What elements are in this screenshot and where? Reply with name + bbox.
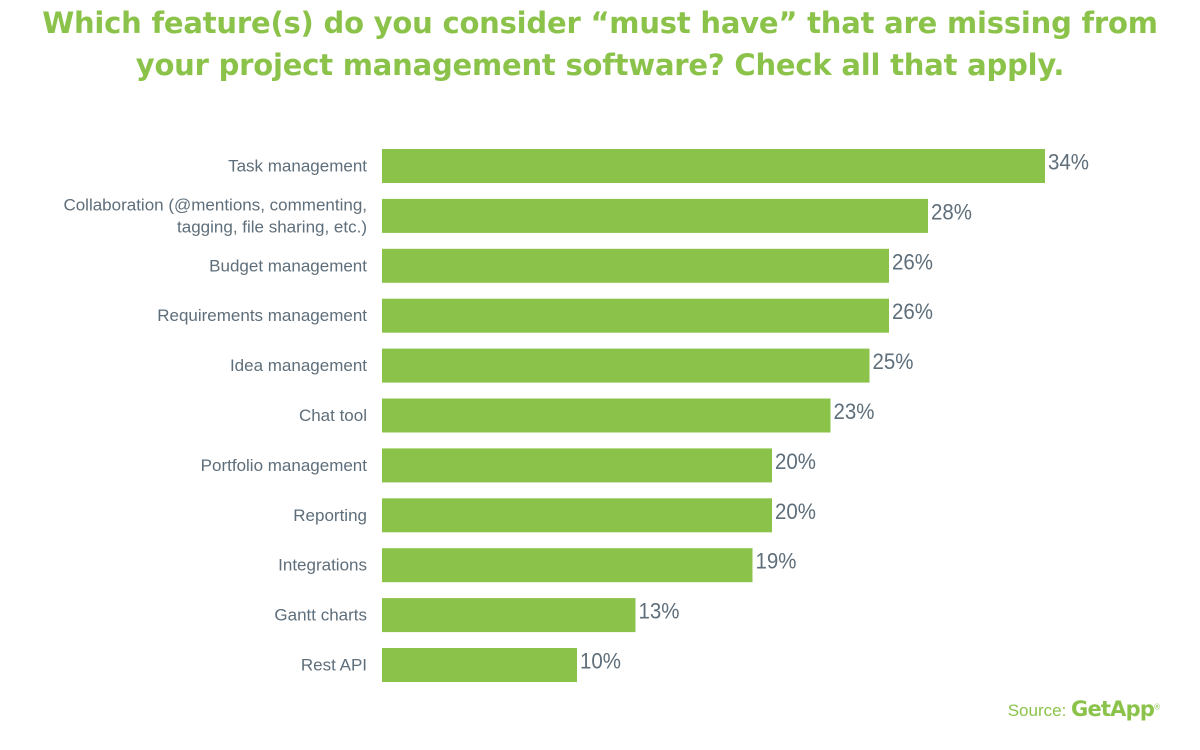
chart-title-line-2: your project management software? Check … bbox=[135, 48, 1065, 82]
category-label-8: Integrations bbox=[278, 556, 367, 575]
bar-6 bbox=[382, 448, 772, 483]
chart-title-line-1: Which feature(s) do you consider “must h… bbox=[42, 6, 1158, 40]
bar-8 bbox=[382, 548, 753, 583]
category-labels-group: Task management Collaboration (@mentions,… bbox=[63, 157, 367, 675]
bar-5 bbox=[382, 398, 831, 433]
bar-0 bbox=[382, 149, 1045, 183]
category-label-0: Task management bbox=[228, 157, 367, 176]
category-label-7: Reporting bbox=[293, 506, 367, 525]
source-prefix: Source: bbox=[1007, 701, 1067, 720]
chart-title: Which feature(s) do you consider “must h… bbox=[0, 2, 1200, 86]
category-label-4: Idea management bbox=[230, 356, 367, 375]
bar-1 bbox=[382, 198, 928, 233]
value-label-9: 13% bbox=[639, 599, 680, 624]
value-label-3: 26% bbox=[892, 299, 933, 324]
value-label-5: 23% bbox=[834, 399, 875, 424]
value-label-2: 26% bbox=[892, 249, 933, 274]
value-label-10: 10% bbox=[580, 649, 621, 674]
category-label-5: Chat tool bbox=[299, 406, 367, 425]
category-label-10: Rest API bbox=[301, 656, 367, 675]
value-label-0: 34% bbox=[1048, 150, 1089, 175]
category-label-9: Gantt charts bbox=[274, 606, 367, 625]
category-label-3: Requirements management bbox=[157, 306, 367, 325]
source-credit: Source: GetApp® bbox=[1008, 697, 1160, 721]
bar-7 bbox=[382, 498, 772, 533]
getapp-logo: GetApp bbox=[1071, 697, 1155, 721]
value-label-6: 20% bbox=[775, 449, 816, 474]
category-label-1-line-1: tagging, file sharing, etc.) bbox=[177, 217, 367, 236]
value-label-1: 28% bbox=[931, 199, 972, 224]
category-label-6: Portfolio management bbox=[201, 456, 368, 475]
bar-9 bbox=[382, 598, 636, 633]
value-label-4: 25% bbox=[873, 349, 914, 374]
value-label-7: 20% bbox=[775, 499, 816, 524]
bar-4 bbox=[382, 348, 870, 383]
value-label-8: 19% bbox=[756, 549, 797, 574]
bar-10 bbox=[382, 648, 577, 682]
value-labels-group: 34% 28% 26% 26% 25% 23% 20% 20% 19% 13% 10% bbox=[580, 150, 1089, 674]
category-label-1-line-0: Collaboration (@mentions, commenting, bbox=[63, 195, 367, 214]
bar-3 bbox=[382, 298, 889, 333]
registered-mark: ® bbox=[1154, 702, 1160, 712]
bar-2 bbox=[382, 248, 889, 283]
bars-group bbox=[382, 149, 1045, 682]
category-label-2: Budget management bbox=[209, 256, 367, 275]
